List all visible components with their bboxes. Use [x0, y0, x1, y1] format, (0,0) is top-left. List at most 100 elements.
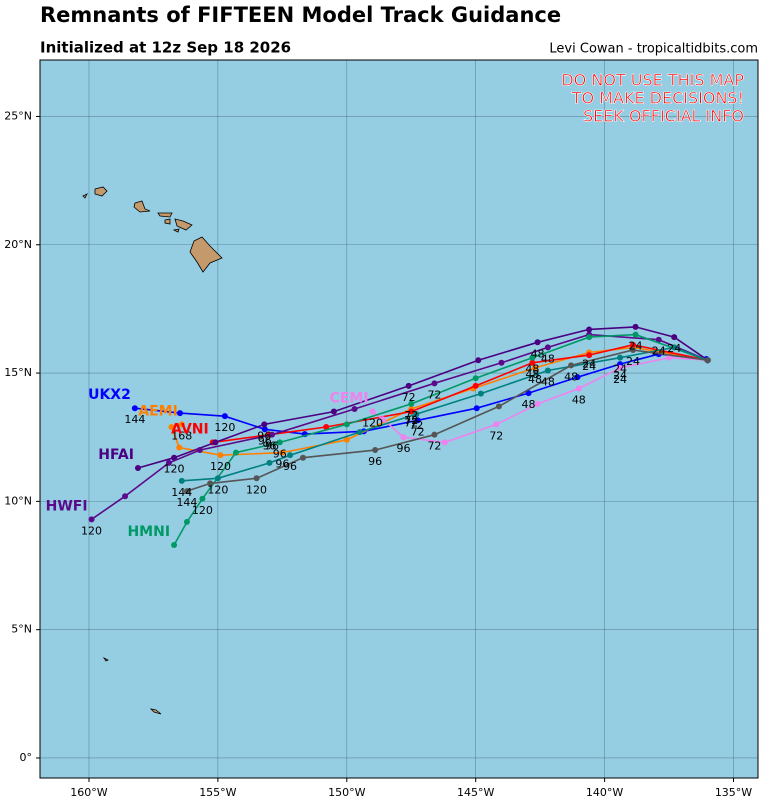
- track-point: [266, 459, 273, 466]
- labels: 24487296120144UKX224487296120168AEMI2448…: [46, 340, 682, 540]
- track-point: [323, 423, 330, 430]
- track-point: [586, 326, 593, 333]
- track-point: [531, 364, 538, 371]
- track-point: [372, 447, 379, 454]
- y-tick-label: 25°N: [4, 109, 32, 122]
- tracks: [88, 323, 711, 548]
- track-point: [431, 431, 438, 438]
- track-point: [217, 452, 224, 459]
- track-point: [299, 454, 306, 461]
- hour-label: 144: [171, 486, 192, 499]
- y-tick-label: 15°N: [4, 366, 32, 379]
- x-tick-label: 140°W: [586, 786, 623, 799]
- x-tick-label: 150°W: [328, 786, 365, 799]
- hour-label: 24: [582, 360, 596, 373]
- hour-label: 72: [409, 419, 423, 432]
- track-point: [134, 465, 141, 472]
- track-point: [261, 421, 268, 428]
- chart-title: Remnants of FIFTEEN Model Track Guidance: [40, 3, 561, 27]
- frame: [39, 59, 759, 779]
- track-point: [525, 390, 532, 397]
- hour-label: 96: [283, 460, 297, 473]
- track-point: [544, 344, 551, 351]
- track-point: [529, 354, 536, 361]
- model-name: UKX2: [88, 387, 131, 403]
- track-point: [408, 400, 415, 407]
- track-point: [88, 516, 95, 523]
- model-name: AEMI: [138, 403, 178, 419]
- model-name: HMNI: [127, 524, 170, 540]
- track-point: [544, 367, 551, 374]
- island: [189, 236, 223, 273]
- track-point: [122, 493, 129, 500]
- island: [82, 193, 88, 199]
- track-point: [232, 449, 239, 456]
- hour-label: 144: [124, 413, 145, 426]
- track-point: [574, 374, 581, 381]
- hour-label: 120: [214, 421, 235, 434]
- island: [157, 212, 173, 218]
- track-point: [498, 359, 505, 366]
- island: [133, 200, 151, 213]
- track-point: [207, 480, 214, 487]
- hour-label: 72: [402, 391, 416, 404]
- track-point: [617, 354, 624, 361]
- track-point: [199, 495, 206, 502]
- hour-label: 96: [262, 440, 276, 453]
- hour-label: 72: [427, 440, 441, 453]
- track-point: [343, 436, 350, 443]
- hour-label: 120: [192, 504, 213, 517]
- hour-label: 48: [528, 373, 542, 386]
- track-point: [356, 429, 363, 436]
- track-line: [137, 326, 709, 469]
- warning: SEEK OFFICIAL INFO: [583, 107, 744, 126]
- track-point: [534, 339, 541, 346]
- track-point: [629, 346, 636, 353]
- hour-label: 48: [541, 376, 555, 389]
- track-point: [408, 408, 415, 415]
- hour-label: 96: [275, 458, 289, 471]
- hour-label: 48: [572, 393, 586, 406]
- track-point: [473, 405, 480, 412]
- credit: Levi Cowan - tropicaltidbits.com: [549, 42, 758, 57]
- hour-label: 24: [667, 342, 681, 355]
- hour-label: 96: [265, 440, 279, 453]
- hour-label: 24: [613, 369, 627, 382]
- island: [164, 218, 171, 225]
- track-point: [176, 444, 183, 451]
- hour-label: 48: [525, 363, 539, 376]
- x-tick-label: 155°W: [199, 786, 236, 799]
- track-point: [534, 400, 541, 407]
- track-point: [287, 452, 294, 459]
- track-point: [279, 449, 286, 456]
- track-point: [171, 541, 178, 548]
- hour-label: 48: [525, 368, 539, 381]
- chart-subtitle: Initialized at 12z Sep 18 2026: [40, 39, 291, 57]
- hour-label: 120: [207, 483, 228, 496]
- x-tick-label: 160°W: [70, 786, 107, 799]
- track-point: [671, 334, 678, 341]
- track-line: [186, 349, 708, 492]
- warning: DO NOT USE THIS MAP: [561, 71, 744, 90]
- hour-label: 120: [246, 483, 267, 496]
- track-point: [171, 454, 178, 461]
- hour-label: 24: [626, 355, 640, 368]
- hour-label: 72: [404, 409, 418, 422]
- track-point: [671, 344, 678, 351]
- y-tick-label: 0°: [20, 751, 33, 764]
- track-point: [269, 431, 276, 438]
- hour-label: 96: [397, 442, 411, 455]
- track-point: [655, 336, 662, 343]
- track-point: [568, 362, 575, 369]
- model-name: HFAI: [98, 447, 134, 463]
- track-point: [586, 334, 593, 341]
- island: [172, 228, 180, 233]
- track-point: [253, 475, 260, 482]
- y-tick-label: 20°N: [4, 238, 32, 251]
- track-point: [221, 413, 228, 420]
- track-point: [493, 421, 500, 428]
- track-point: [178, 421, 185, 428]
- track-point: [586, 352, 593, 359]
- hour-label: 72: [427, 388, 441, 401]
